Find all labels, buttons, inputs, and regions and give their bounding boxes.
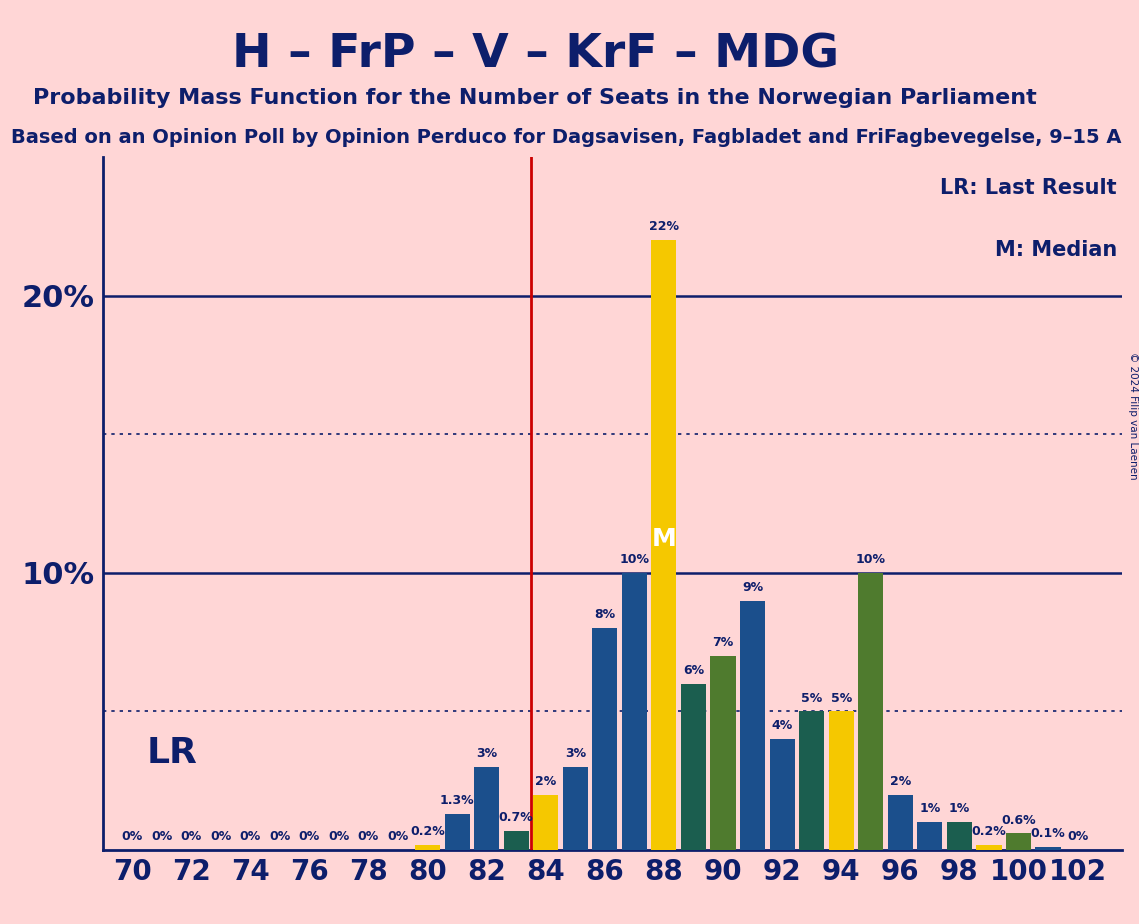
Bar (800, 711, 825, 850)
Text: 10%: 10% (855, 553, 886, 565)
Text: 4%: 4% (771, 719, 793, 732)
Text: 0.6%: 0.6% (1001, 813, 1035, 826)
Bar (711, 656, 736, 850)
Bar (533, 795, 558, 850)
Text: 0%: 0% (180, 830, 202, 843)
Text: 8%: 8% (595, 608, 615, 621)
Text: 0%: 0% (1067, 830, 1088, 843)
Bar (415, 845, 440, 850)
Text: 0%: 0% (387, 830, 409, 843)
Text: 5%: 5% (830, 691, 852, 704)
Bar (887, 795, 912, 850)
Text: 3%: 3% (565, 747, 585, 760)
Bar (976, 845, 1001, 850)
Bar (917, 822, 942, 850)
Text: 1%: 1% (919, 802, 941, 816)
Text: 10%: 10% (620, 553, 649, 565)
Bar (563, 767, 588, 850)
Text: 2%: 2% (890, 774, 911, 787)
Text: 0%: 0% (328, 830, 350, 843)
Bar (829, 711, 854, 850)
Text: 6%: 6% (683, 663, 704, 676)
Bar (592, 628, 617, 850)
Bar (740, 601, 765, 850)
Bar (1035, 847, 1060, 850)
Text: 2%: 2% (535, 774, 556, 787)
Bar (947, 822, 972, 850)
Bar (681, 684, 706, 850)
Text: 3%: 3% (476, 747, 498, 760)
Bar (858, 573, 884, 850)
Bar (770, 739, 795, 850)
Text: Based on an Opinion Poll by Opinion Perduco for Dagsavisen, Fagbladet and FriFag: Based on an Opinion Poll by Opinion Perd… (11, 128, 1122, 147)
Text: 0.2%: 0.2% (972, 824, 1007, 837)
Text: 0%: 0% (269, 830, 290, 843)
Bar (474, 767, 499, 850)
Bar (622, 573, 647, 850)
Text: 0%: 0% (239, 830, 261, 843)
Text: 0%: 0% (298, 830, 320, 843)
Text: Probability Mass Function for the Number of Seats in the Norwegian Parliament: Probability Mass Function for the Number… (33, 88, 1038, 108)
Bar (1006, 833, 1031, 850)
Text: 0.1%: 0.1% (1031, 827, 1065, 841)
Text: 0.2%: 0.2% (410, 824, 445, 837)
Text: 9%: 9% (741, 580, 763, 594)
Bar (444, 814, 469, 850)
Text: 7%: 7% (712, 636, 734, 649)
Text: LR: LR (147, 736, 198, 770)
Text: 0%: 0% (151, 830, 172, 843)
Bar (652, 240, 677, 850)
Text: 0%: 0% (358, 830, 379, 843)
Text: M: Median: M: Median (994, 240, 1117, 261)
Text: 22%: 22% (649, 220, 679, 234)
Text: 1.3%: 1.3% (440, 794, 475, 808)
Text: 0.7%: 0.7% (499, 810, 533, 824)
Text: H – FrP – V – KrF – MDG: H – FrP – V – KrF – MDG (231, 32, 839, 78)
Text: 0%: 0% (122, 830, 142, 843)
Text: M: M (652, 527, 677, 551)
Text: LR: Last Result: LR: Last Result (940, 177, 1117, 198)
Bar (503, 831, 528, 850)
Text: 5%: 5% (801, 691, 822, 704)
Text: 0%: 0% (210, 830, 231, 843)
Text: © 2024 Filip van Laenen: © 2024 Filip van Laenen (1129, 352, 1138, 480)
Text: 1%: 1% (949, 802, 970, 816)
